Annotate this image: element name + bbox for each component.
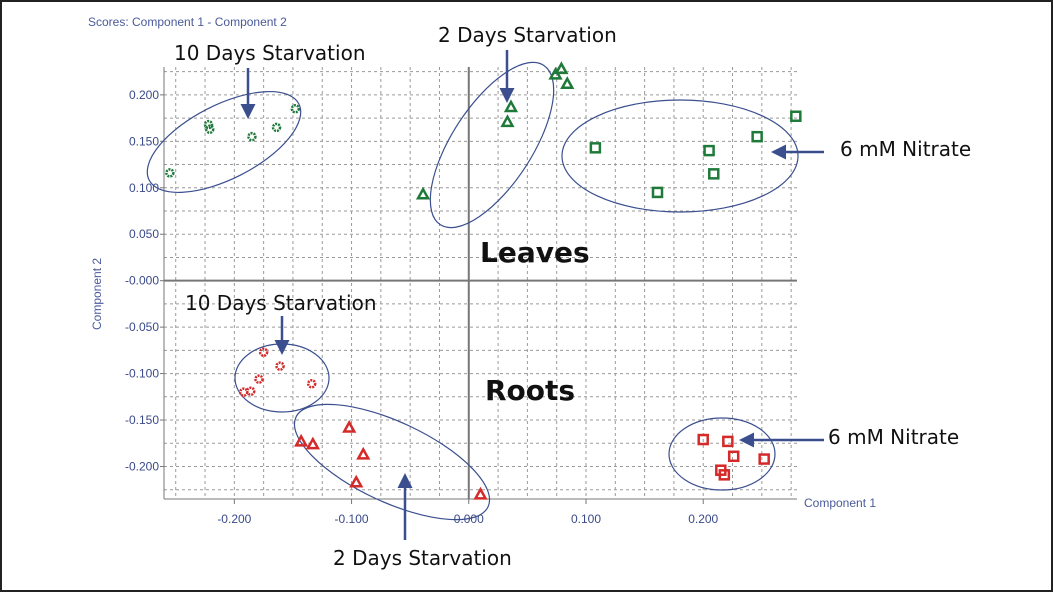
x-tick-label: 0.200	[688, 512, 718, 526]
leaves-6-mm-nitrate-point	[703, 144, 715, 157]
data-points	[165, 61, 802, 500]
y-axis-label: Component 2	[90, 258, 104, 330]
leaves-2-days-starvation-point	[554, 61, 569, 75]
roots-2-days-starvation-point	[356, 446, 371, 460]
roots-6-mm-nitrate-point	[758, 453, 770, 465]
x-tick-label: -0.200	[217, 512, 251, 526]
roots-10-days-starvation-point	[306, 379, 317, 389]
leaves-10-days-starvation-point	[271, 122, 282, 133]
annotation-roots-nitrate: 6 mM Nitrate	[828, 425, 959, 449]
ellipse-leaves-2-days	[429, 61, 555, 229]
leaves-6-mm-nitrate-point	[790, 110, 802, 122]
roots-10-days-starvation-point	[258, 347, 269, 357]
leaves-6-mm-nitrate-point	[708, 168, 720, 180]
roots-2-days-starvation-point	[294, 433, 309, 447]
roots-2-days-starvation-point	[473, 486, 488, 500]
leaves-2-days-starvation-point	[560, 76, 575, 89]
roots-6-mm-nitrate-point	[697, 433, 709, 446]
x-axis-label: Component 1	[804, 496, 876, 510]
region-label-leaves: Leaves	[480, 236, 590, 269]
roots-2-days-starvation-point	[349, 474, 364, 488]
ellipse-leaves-nitrate	[561, 99, 799, 213]
roots-2-days-starvation-point	[342, 419, 357, 433]
y-tick-label: 0.100	[129, 181, 159, 195]
annotation-leaves-nitrate: 6 mM Nitrate	[840, 137, 971, 161]
leaves-10-days-starvation-point	[204, 124, 215, 134]
leaves-2-days-starvation-point	[500, 114, 515, 128]
roots-2-days-starvation-point	[305, 436, 320, 450]
leaves-10-days-starvation-point	[165, 168, 175, 178]
annotation-roots-10-days: 10 Days Starvation	[185, 291, 377, 315]
roots-6-mm-nitrate-point	[722, 435, 734, 448]
roots-6-mm-nitrate-point	[718, 469, 731, 481]
y-tick-label: 0.200	[129, 88, 159, 102]
annotation-roots-2-days: 2 Days Starvation	[333, 546, 512, 570]
x-tick-label: 0.100	[571, 512, 601, 526]
chart-title: Scores: Component 1 - Component 2	[88, 15, 287, 29]
y-tick-label: -0.200	[125, 459, 159, 473]
y-tick-label: -0.100	[125, 367, 159, 381]
leaves-6-mm-nitrate-point	[589, 142, 602, 154]
leaves-2-days-starvation-point	[415, 186, 431, 200]
roots-10-days-starvation-point	[238, 387, 249, 397]
y-tick-label: -0.000	[125, 274, 159, 288]
roots-10-days-starvation-point	[245, 386, 256, 396]
roots-6-mm-nitrate-point	[727, 450, 740, 463]
x-tick-label: -0.100	[335, 512, 369, 526]
leaves-6-mm-nitrate-point	[751, 130, 763, 143]
ellipse-roots-2-days	[293, 403, 491, 521]
annotation-leaves-10-days: 10 Days Starvation	[174, 41, 366, 65]
y-tick-label: 0.150	[129, 134, 159, 148]
y-tick-label: -0.150	[125, 413, 159, 427]
roots-10-days-starvation-point	[275, 361, 285, 371]
y-tick-label: -0.050	[125, 320, 159, 334]
roots-10-days-starvation-point	[254, 374, 264, 384]
leaves-10-days-starvation-point	[247, 131, 257, 142]
leaves-10-days-starvation-point	[290, 104, 301, 114]
annotation-arrows	[240, 50, 824, 540]
leaves-6-mm-nitrate-point	[651, 186, 664, 199]
region-label-roots: Roots	[485, 374, 575, 407]
y-tick-label: 0.050	[129, 227, 159, 241]
ellipse-roots-nitrate	[668, 417, 776, 491]
leaves-2-days-starvation-point	[503, 99, 519, 113]
annotation-leaves-2-days: 2 Days Starvation	[438, 23, 617, 47]
tick-labels: -0.200 -0.100 0.000 0.100 0.2000.2000.1500.1…	[125, 88, 719, 526]
ellipse-roots-10-days	[234, 343, 330, 413]
leaves-10-days-starvation-point	[203, 119, 214, 130]
ellipse-leaves-10-days	[146, 90, 302, 194]
